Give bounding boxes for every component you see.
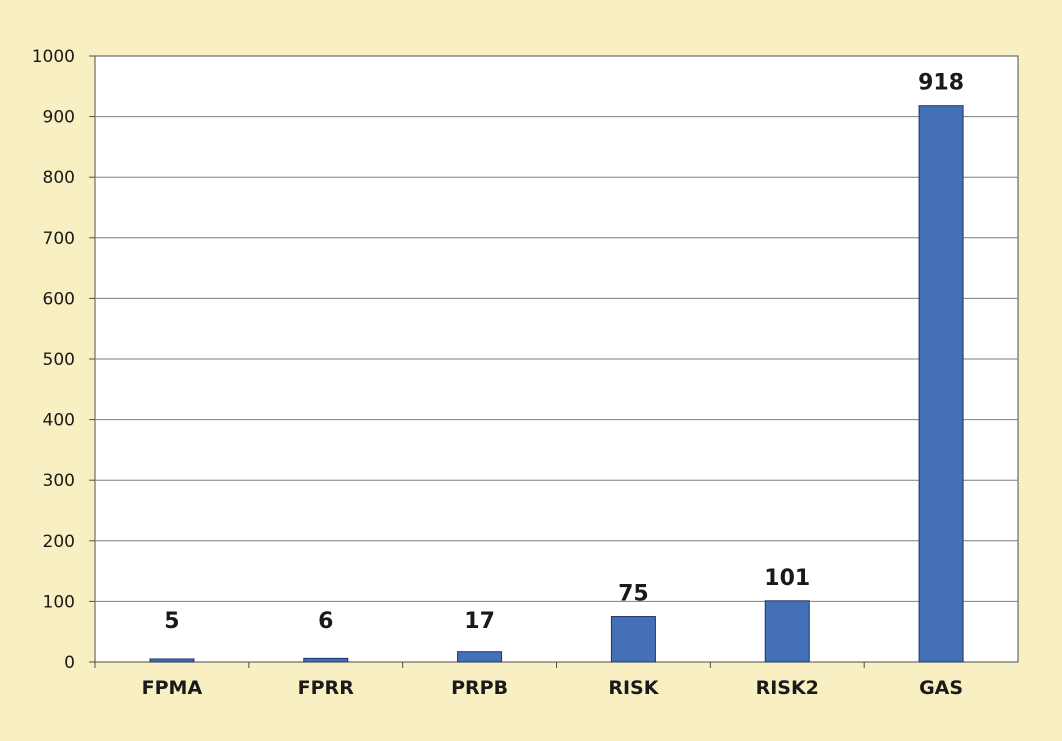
y-tick-label: 500	[43, 350, 75, 370]
data-label: 17	[464, 609, 495, 634]
y-tick-label: 200	[43, 532, 75, 552]
x-tick-label: FPRR	[298, 677, 355, 699]
bars	[149, 105, 964, 663]
data-label: 5	[164, 609, 179, 634]
data-label: 101	[764, 566, 810, 591]
y-tick-label: 800	[43, 168, 75, 188]
y-tick-label: 0	[64, 653, 75, 673]
y-tick-label: 300	[43, 471, 75, 491]
y-axis-ticks: 0 100 200 300 400 500 600 700 800 900 1000	[32, 47, 95, 673]
gridlines	[95, 116, 1018, 602]
x-tick-label: PRPB	[451, 677, 508, 699]
x-tick-label: RISK2	[756, 677, 819, 699]
bar-risk	[610, 616, 656, 663]
y-tick-label: 700	[43, 229, 75, 249]
bar-fprr	[303, 657, 349, 663]
data-label: 6	[318, 609, 333, 634]
bar-gas	[918, 105, 964, 663]
x-tick-label: RISK	[608, 677, 659, 699]
x-axis-ticks: FPMA FPRR PRPB RISK RISK2 GAS	[94, 662, 963, 699]
y-tick-label: 600	[43, 289, 75, 309]
y-tick-label: 900	[43, 108, 75, 128]
data-labels: 5 6 17 75 101 918	[164, 71, 964, 634]
y-tick-label: 100	[43, 592, 75, 612]
data-label: 75	[618, 582, 649, 607]
data-label: 918	[918, 71, 964, 96]
y-tick-label: 1000	[32, 47, 75, 67]
x-tick-label: FPMA	[142, 677, 203, 699]
bar-prpb	[457, 651, 503, 663]
bar-fpma	[149, 658, 195, 663]
x-tick-label: GAS	[919, 677, 963, 699]
y-tick-label: 400	[43, 411, 75, 431]
bar-risk2	[764, 600, 810, 663]
